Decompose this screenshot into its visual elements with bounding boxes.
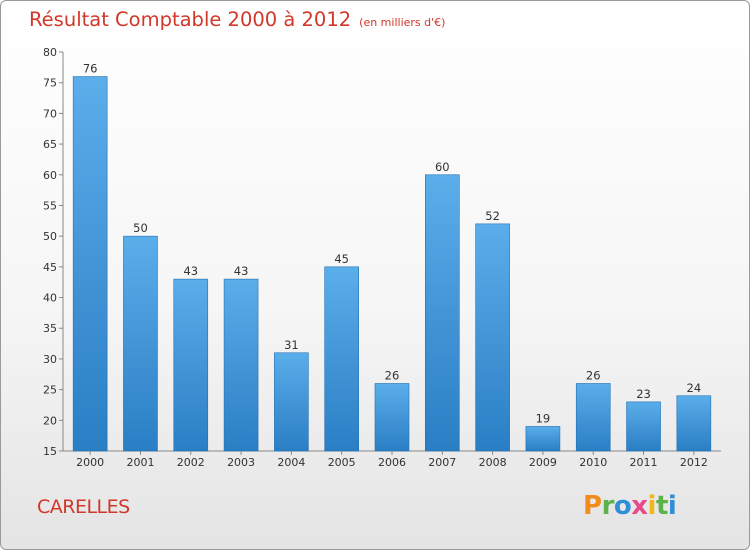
bar — [123, 235, 158, 452]
y-tick-label: 50 — [43, 230, 57, 243]
x-tick-label: 2012 — [680, 456, 708, 469]
bar — [676, 395, 712, 452]
y-tick-label: 45 — [43, 261, 57, 274]
x-tick-label: 2007 — [428, 456, 456, 469]
bar-value-label: 26 — [586, 368, 601, 382]
bar — [223, 278, 259, 452]
bar — [575, 383, 611, 452]
bar — [72, 76, 108, 452]
bar-value-label: 31 — [284, 338, 299, 352]
logo-letter: t — [655, 491, 668, 521]
x-tick-label: 2003 — [227, 456, 255, 469]
logo-letter: r — [601, 491, 615, 521]
logo-letter: o — [613, 491, 632, 521]
y-tick-label: 20 — [43, 414, 57, 427]
bar-value-label: 76 — [83, 62, 98, 76]
bar — [374, 383, 410, 452]
y-tick-label: 80 — [43, 46, 57, 59]
x-tick-label: 2000 — [76, 456, 104, 469]
bar — [425, 174, 460, 452]
bar — [173, 278, 209, 452]
bar — [525, 426, 561, 452]
logo-letter: P — [583, 491, 602, 521]
bar-value-label: 60 — [435, 160, 450, 174]
x-tick-label: 2005 — [328, 456, 356, 469]
bar-value-label: 43 — [183, 264, 198, 278]
bar-value-label: 26 — [385, 368, 400, 382]
bar-value-label: 45 — [334, 252, 349, 266]
x-tick-label: 2006 — [378, 456, 406, 469]
bar — [324, 266, 359, 452]
logo-letter: i — [667, 491, 677, 521]
chart-title: Résultat Comptable 2000 à 2012 (en millie… — [29, 8, 445, 31]
logo-letter: x — [631, 491, 648, 521]
bar-value-label: 24 — [687, 381, 702, 395]
y-tick-label: 70 — [43, 107, 57, 120]
y-tick-label: 55 — [43, 199, 57, 212]
chart-title-text: Résultat Comptable 2000 à 2012 — [29, 8, 352, 31]
x-tick-label: 2002 — [177, 456, 205, 469]
x-tick-label: 2010 — [579, 456, 607, 469]
chart-unit: (en milliers d'€) — [359, 16, 446, 29]
y-tick-label: 40 — [43, 292, 57, 305]
bar-value-label: 43 — [234, 264, 249, 278]
y-tick-label: 60 — [43, 169, 57, 182]
x-tick-label: 2009 — [529, 456, 557, 469]
x-tick-label: 2001 — [126, 456, 154, 469]
bar-value-label: 19 — [536, 411, 551, 425]
bar-value-label: 50 — [133, 221, 148, 235]
bar — [274, 352, 309, 452]
bar-value-label: 52 — [485, 209, 500, 223]
y-tick-label: 65 — [43, 138, 57, 151]
y-tick-label: 75 — [43, 77, 57, 90]
y-tick-label: 15 — [43, 445, 57, 458]
proxiti-logo: Proxiti — [583, 491, 677, 521]
y-tick-label: 30 — [43, 353, 57, 366]
bar-value-label: 23 — [636, 387, 651, 401]
logo-letter: i — [647, 491, 657, 521]
bar — [626, 401, 661, 452]
x-tick-label: 2008 — [479, 456, 507, 469]
x-tick-label: 2011 — [630, 456, 658, 469]
bar — [475, 223, 510, 452]
x-tick-label: 2004 — [277, 456, 305, 469]
commune-name: CARELLES — [37, 496, 130, 518]
y-tick-label: 35 — [43, 322, 57, 335]
y-tick-label: 25 — [43, 384, 57, 397]
